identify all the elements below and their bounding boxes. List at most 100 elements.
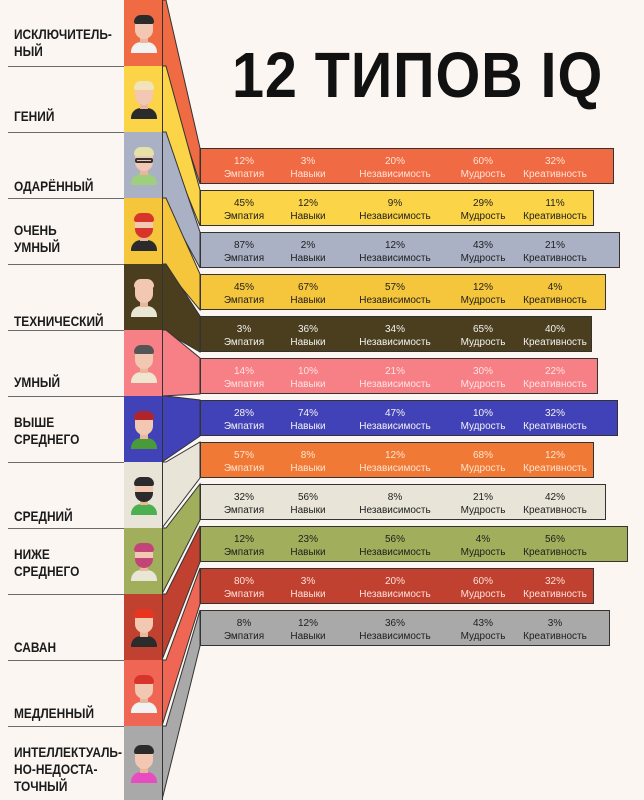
type-color-band	[124, 396, 163, 462]
stat-percent: 32%	[544, 156, 565, 167]
stat-name: Мудрость	[460, 463, 506, 474]
stat-percent: 45%	[233, 198, 254, 209]
stat-name: Креативность	[523, 631, 587, 642]
stat-percent: 57%	[384, 282, 405, 293]
stat-cell: 10% Мудрость	[455, 407, 511, 433]
stat-percent: 68%	[472, 450, 493, 461]
person-avatar-icon	[131, 745, 157, 783]
stat-percent: 23%	[297, 534, 318, 545]
stat-percent: 4%	[547, 282, 563, 293]
stat-percent: 30%	[472, 366, 493, 377]
stat-name: Мудрость	[460, 379, 506, 390]
stat-cell: 3% Навыки	[285, 155, 331, 181]
stat-cell: 68% Мудрость	[455, 449, 511, 475]
stat-name: Навыки	[290, 295, 326, 306]
stat-name: Эмпатия	[223, 589, 265, 600]
stat-cell: 4% Мудрость	[455, 533, 511, 559]
stat-name: Эмпатия	[223, 337, 265, 348]
person-avatar-icon	[131, 15, 157, 53]
stat-name: Независимость	[359, 631, 431, 642]
stat-cell: 23% Навыки	[285, 533, 331, 559]
stat-name: Независимость	[359, 379, 431, 390]
stat-name: Мудрость	[460, 547, 506, 558]
stat-percent: 47%	[384, 408, 405, 419]
stat-cell: 57% Эмпатия	[221, 449, 267, 475]
stat-name: Независимость	[359, 589, 431, 600]
stat-cell: 32% Креативность	[517, 575, 593, 601]
stat-name: Независимость	[359, 211, 431, 222]
stat-percent: 3%	[300, 156, 316, 167]
person-avatar-icon	[131, 147, 157, 185]
stat-cell: 3% Эмпатия	[221, 323, 267, 349]
stat-name: Креативность	[523, 295, 587, 306]
stats-bar: 8% Эмпатия 12% Навыки 36% Независимость 43% Муд…	[200, 610, 610, 646]
stat-name: Эмпатия	[223, 421, 265, 432]
stat-percent: 42%	[544, 492, 565, 503]
type-color-band	[124, 198, 163, 264]
stat-cell: 32% Креативность	[517, 155, 593, 181]
stat-name: Независимость	[359, 547, 431, 558]
stats-bar: 45% Эмпатия 12% Навыки 9% Независимость 29% Муд…	[200, 190, 594, 226]
stat-cell: 40% Креативность	[517, 323, 593, 349]
stat-name: Навыки	[290, 631, 326, 642]
stat-percent: 56%	[297, 492, 318, 503]
stat-cell: 3% Навыки	[285, 575, 331, 601]
stat-cell: 12% Креативность	[517, 449, 593, 475]
stat-cell: 8% Независимость	[349, 491, 441, 517]
page-title: 12 ТИПОВ IQ	[232, 39, 604, 111]
stat-percent: 65%	[472, 324, 493, 335]
stat-percent: 12%	[384, 240, 405, 251]
type-color-band	[124, 594, 163, 660]
stat-name: Мудрость	[460, 631, 506, 642]
stat-cell: 4% Креативность	[517, 281, 593, 307]
stat-cell: 12% Эмпатия	[221, 533, 267, 559]
stat-cell: 8% Эмпатия	[221, 617, 267, 643]
stat-percent: 12%	[297, 198, 318, 209]
stat-name: Эмпатия	[223, 211, 265, 222]
person-avatar-icon	[131, 279, 157, 317]
person-avatar-icon	[131, 477, 157, 515]
type-label: СРЕДНИЙ	[14, 508, 73, 524]
stat-cell: 43% Мудрость	[455, 617, 511, 643]
divider	[8, 528, 124, 529]
stat-name: Креативность	[523, 463, 587, 474]
stat-name: Навыки	[290, 505, 326, 516]
stat-percent: 4%	[475, 534, 491, 545]
divider	[8, 330, 124, 331]
stat-name: Эмпатия	[223, 169, 265, 180]
divider	[8, 594, 124, 595]
type-label: НИЖЕ СРЕДНЕГО	[14, 546, 80, 579]
stat-name: Мудрость	[460, 295, 506, 306]
stat-percent: 57%	[233, 450, 254, 461]
stat-percent: 74%	[297, 408, 318, 419]
type-color-band	[124, 330, 163, 396]
person-avatar-icon	[131, 411, 157, 449]
stat-name: Мудрость	[460, 211, 506, 222]
stat-name: Креативность	[523, 589, 587, 600]
stat-cell: 2% Навыки	[285, 239, 331, 265]
stat-name: Навыки	[290, 211, 326, 222]
divider	[8, 726, 124, 727]
stat-cell: 20% Независимость	[349, 575, 441, 601]
type-color-band	[124, 264, 163, 330]
stat-name: Креативность	[523, 169, 587, 180]
person-avatar-icon	[131, 543, 157, 581]
type-label: ТЕХНИЧЕСКИЙ	[14, 313, 104, 329]
stat-percent: 9%	[387, 198, 403, 209]
stat-cell: 80% Эмпатия	[221, 575, 267, 601]
stat-cell: 12% Мудрость	[455, 281, 511, 307]
type-label: ОЧЕНЬ УМНЫЙ	[14, 222, 61, 255]
stat-cell: 74% Навыки	[285, 407, 331, 433]
divider	[8, 198, 124, 199]
stat-percent: 43%	[472, 240, 493, 251]
divider	[8, 264, 124, 265]
stat-cell: 28% Эмпатия	[221, 407, 267, 433]
stat-name: Креативность	[523, 253, 587, 264]
stats-bar: 12% Эмпатия 23% Навыки 56% Независимость 4% Муд…	[200, 526, 628, 562]
stats-bar: 14% Эмпатия 10% Навыки 21% Независимость 30% Му…	[200, 358, 598, 394]
stat-name: Креативность	[523, 211, 587, 222]
stat-percent: 20%	[384, 576, 405, 587]
stat-percent: 14%	[233, 366, 254, 377]
stat-percent: 36%	[297, 324, 318, 335]
type-color-band	[124, 0, 163, 66]
